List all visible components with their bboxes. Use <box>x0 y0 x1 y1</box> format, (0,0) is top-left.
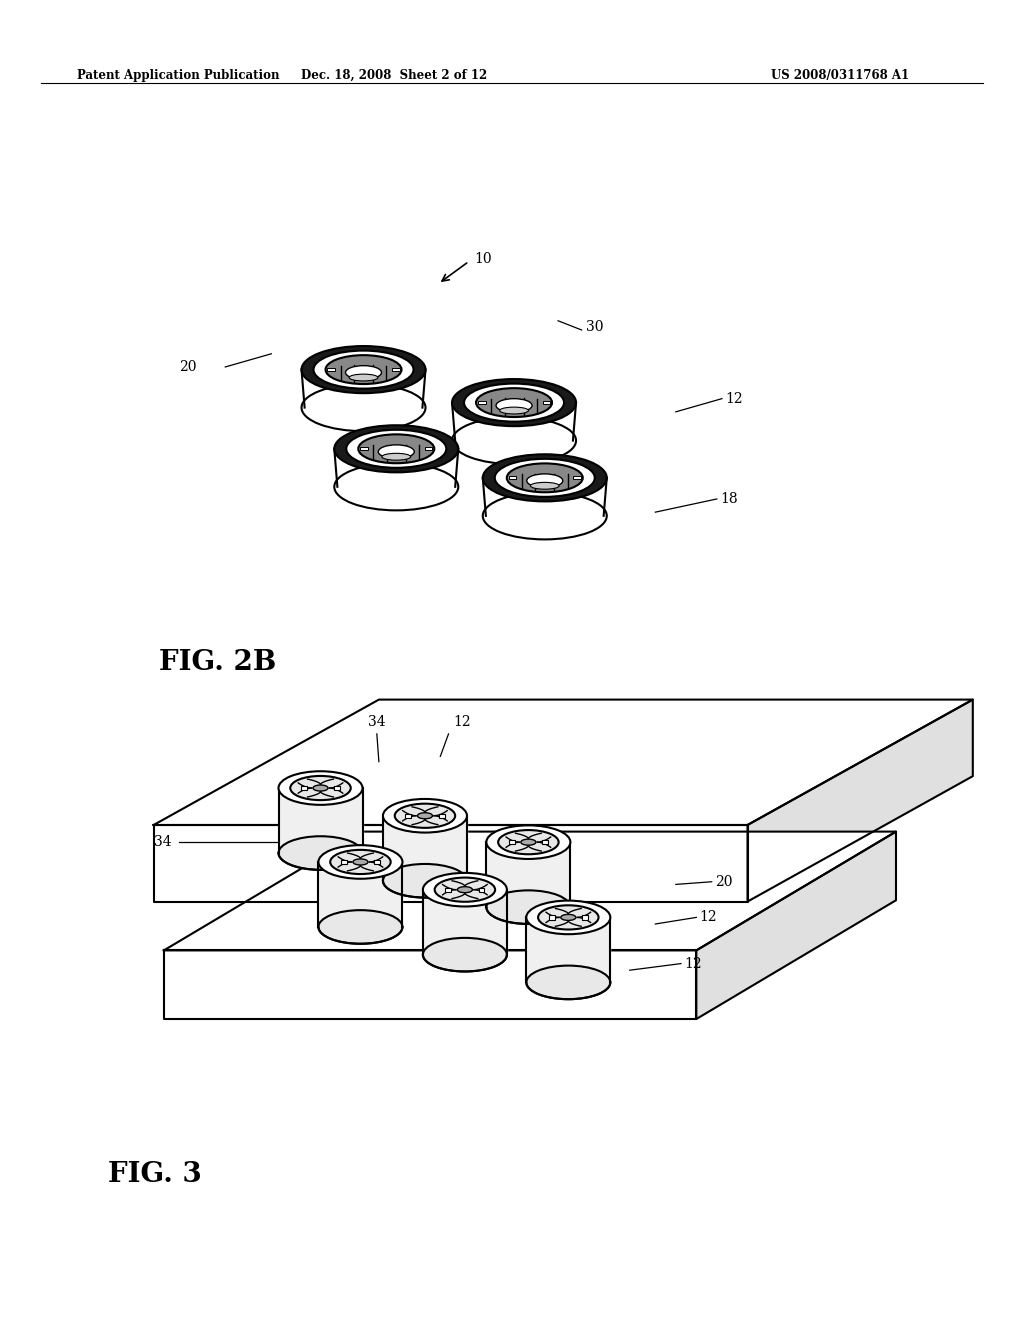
Ellipse shape <box>526 966 610 999</box>
Text: 12: 12 <box>684 957 701 970</box>
Polygon shape <box>526 917 610 982</box>
Bar <box>573 477 581 479</box>
Ellipse shape <box>498 830 559 854</box>
Ellipse shape <box>464 384 564 421</box>
Text: 18: 18 <box>720 492 737 506</box>
Ellipse shape <box>358 434 434 463</box>
Ellipse shape <box>349 374 378 381</box>
Bar <box>425 447 432 450</box>
Ellipse shape <box>383 799 467 833</box>
Ellipse shape <box>313 351 414 388</box>
Bar <box>406 813 412 818</box>
Ellipse shape <box>526 900 610 935</box>
Text: 34: 34 <box>155 836 172 849</box>
Ellipse shape <box>353 859 368 865</box>
Polygon shape <box>164 950 696 1019</box>
Bar <box>478 887 484 892</box>
Bar <box>392 368 399 371</box>
Ellipse shape <box>345 366 382 379</box>
Bar <box>334 785 340 791</box>
Ellipse shape <box>482 454 607 502</box>
Ellipse shape <box>318 911 402 944</box>
Ellipse shape <box>318 845 402 879</box>
Bar <box>543 401 550 404</box>
Ellipse shape <box>301 384 426 432</box>
Ellipse shape <box>301 346 426 393</box>
Bar <box>360 447 368 450</box>
Text: FIG. 2B: FIG. 2B <box>159 649 276 676</box>
Ellipse shape <box>486 891 570 924</box>
Polygon shape <box>279 788 362 853</box>
Ellipse shape <box>434 878 496 902</box>
Ellipse shape <box>279 771 362 805</box>
Ellipse shape <box>326 355 401 384</box>
Ellipse shape <box>378 445 415 458</box>
Polygon shape <box>486 842 570 907</box>
Bar <box>301 785 307 791</box>
Text: 34: 34 <box>368 714 386 729</box>
Ellipse shape <box>521 840 536 845</box>
Bar <box>328 368 335 371</box>
Bar <box>549 915 555 920</box>
Polygon shape <box>154 825 748 902</box>
Ellipse shape <box>538 906 599 929</box>
Polygon shape <box>154 700 973 825</box>
Ellipse shape <box>561 915 575 920</box>
Ellipse shape <box>330 850 391 874</box>
Ellipse shape <box>482 492 607 540</box>
Ellipse shape <box>394 804 456 828</box>
Ellipse shape <box>452 379 577 426</box>
Bar <box>445 887 452 892</box>
Ellipse shape <box>458 887 472 892</box>
Ellipse shape <box>313 785 328 791</box>
Text: 30: 30 <box>586 321 603 334</box>
Polygon shape <box>423 890 507 954</box>
Text: FIG. 3: FIG. 3 <box>108 1162 202 1188</box>
Ellipse shape <box>500 407 528 414</box>
Ellipse shape <box>486 825 570 859</box>
Ellipse shape <box>383 865 467 898</box>
Bar <box>542 840 548 845</box>
Text: 20: 20 <box>715 875 732 888</box>
Bar <box>438 813 444 818</box>
Ellipse shape <box>476 388 552 417</box>
Ellipse shape <box>495 459 595 496</box>
Ellipse shape <box>507 463 583 492</box>
Text: 12: 12 <box>699 911 717 924</box>
Polygon shape <box>748 700 973 902</box>
Ellipse shape <box>290 776 351 800</box>
Bar <box>509 477 516 479</box>
Text: 12: 12 <box>454 714 471 729</box>
Text: US 2008/0311768 A1: US 2008/0311768 A1 <box>771 69 908 82</box>
Polygon shape <box>318 862 402 927</box>
Ellipse shape <box>418 813 432 818</box>
Ellipse shape <box>382 453 411 461</box>
Ellipse shape <box>279 837 362 870</box>
Bar <box>582 915 588 920</box>
Bar <box>478 401 485 404</box>
Polygon shape <box>383 816 467 880</box>
Text: 10: 10 <box>474 252 492 265</box>
Ellipse shape <box>346 430 446 467</box>
Polygon shape <box>164 832 896 950</box>
Ellipse shape <box>334 425 459 473</box>
Bar <box>341 859 347 865</box>
Text: 20: 20 <box>179 360 197 374</box>
Ellipse shape <box>334 463 459 511</box>
Ellipse shape <box>496 399 532 412</box>
Text: Patent Application Publication: Patent Application Publication <box>77 69 280 82</box>
Bar <box>374 859 380 865</box>
Text: Dec. 18, 2008  Sheet 2 of 12: Dec. 18, 2008 Sheet 2 of 12 <box>301 69 487 82</box>
Polygon shape <box>696 832 896 1019</box>
Ellipse shape <box>530 482 559 490</box>
Ellipse shape <box>423 939 507 972</box>
Ellipse shape <box>526 474 563 487</box>
Text: 12: 12 <box>725 392 742 405</box>
Ellipse shape <box>423 873 507 907</box>
Ellipse shape <box>452 417 577 465</box>
Bar <box>509 840 515 845</box>
